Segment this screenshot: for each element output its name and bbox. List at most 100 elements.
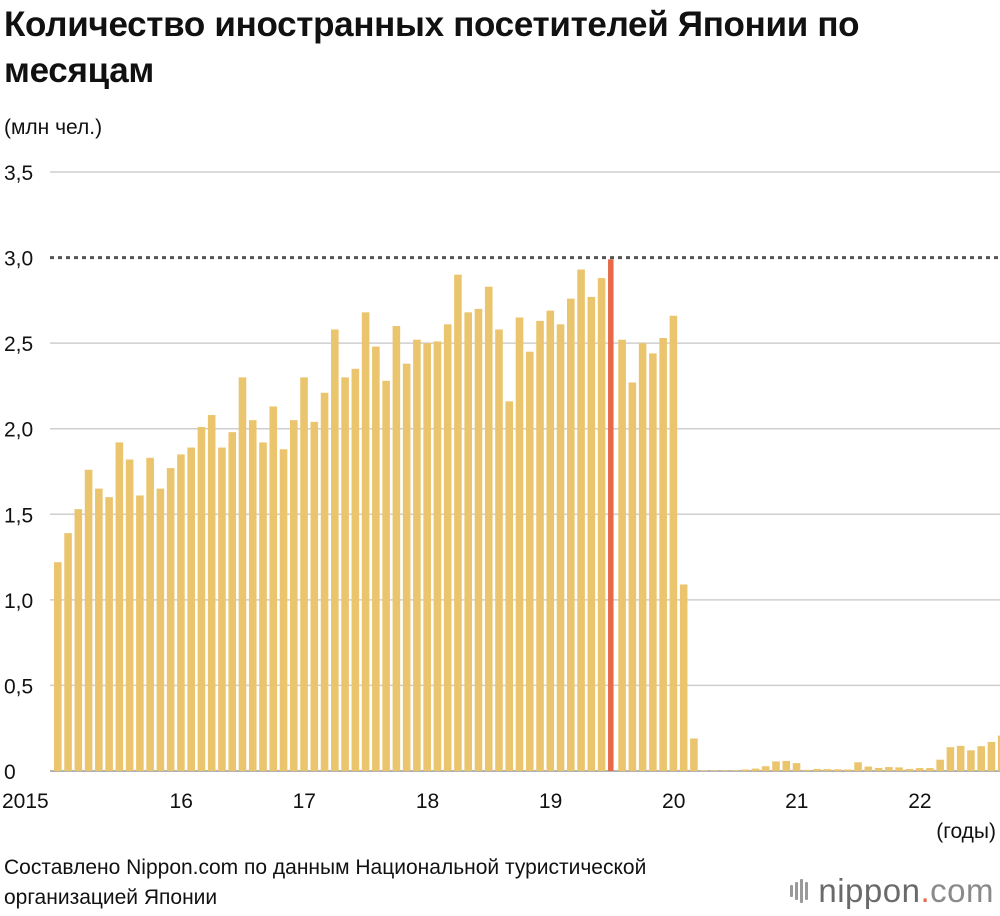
bar	[731, 770, 739, 771]
bar	[792, 763, 801, 771]
bar	[248, 420, 257, 771]
logo-dot: .	[920, 872, 931, 909]
bar	[720, 770, 729, 771]
bar	[218, 447, 226, 771]
bar	[597, 278, 606, 771]
bar	[874, 767, 883, 771]
chart-title: Количество иностранных посетителей Япони…	[4, 5, 860, 90]
bar	[361, 312, 370, 771]
bar	[977, 746, 985, 771]
y-tick-label: 2,5	[4, 333, 33, 356]
bar	[833, 769, 842, 771]
bar	[125, 459, 134, 771]
x-axis-label: (годы)	[936, 820, 996, 843]
bar	[772, 761, 780, 771]
bar	[259, 442, 267, 771]
bar	[423, 343, 431, 771]
bar	[536, 320, 544, 771]
logo-text: nippon	[818, 872, 921, 909]
bar	[228, 432, 237, 771]
y-tick-label: 0	[4, 761, 16, 784]
x-tick-label: 22	[908, 790, 931, 813]
bar	[484, 286, 493, 771]
bar	[659, 338, 667, 771]
bar	[464, 312, 472, 771]
bar	[967, 750, 975, 771]
bar	[587, 296, 596, 771]
bar	[54, 562, 62, 771]
x-tick-label: 21	[785, 790, 808, 813]
y-tick-label: 2,0	[4, 419, 33, 442]
bar-series	[54, 259, 1000, 771]
bar	[443, 324, 452, 771]
bar	[279, 449, 288, 771]
bar	[946, 747, 955, 771]
bar	[567, 298, 575, 771]
bar	[341, 377, 349, 771]
x-tick-labels: 2015161718192021222324	[2, 790, 932, 813]
bar	[454, 274, 462, 771]
bar	[64, 533, 72, 771]
bar	[136, 495, 144, 771]
bar	[187, 447, 195, 771]
bar	[331, 329, 339, 771]
y-tick-label: 3,5	[4, 162, 33, 185]
x-tick-label: 18	[416, 790, 439, 813]
bar	[238, 377, 247, 771]
bar	[300, 377, 308, 771]
bar	[146, 457, 154, 771]
bar	[95, 488, 103, 771]
bar	[710, 770, 719, 771]
bar	[320, 392, 329, 771]
bar	[515, 317, 524, 771]
y-tick-labels: 0 0,5 1,0 1,5 2,0 2,5 3,0 3,5	[4, 162, 33, 784]
y-tick-label: 1,5	[4, 504, 33, 527]
x-tick-label: 20	[662, 790, 685, 813]
bar	[84, 469, 93, 771]
bar	[987, 741, 996, 771]
nippon-logo: nippon. com	[790, 872, 994, 910]
bar	[495, 329, 503, 771]
source-note: Составлено Nippon.com по данным Национал…	[4, 856, 647, 909]
bar	[525, 351, 534, 771]
bar	[372, 346, 380, 771]
bar	[864, 766, 873, 771]
bar	[556, 324, 565, 771]
bar	[679, 584, 688, 771]
bar	[546, 310, 555, 771]
bar	[166, 468, 175, 771]
bar	[813, 768, 821, 771]
bar	[802, 769, 811, 771]
bar	[618, 339, 626, 771]
bar	[74, 509, 83, 771]
bar	[105, 497, 113, 771]
bar	[433, 341, 442, 771]
x-tick-label: 2015	[2, 790, 49, 813]
bar	[854, 762, 862, 771]
bar	[115, 442, 124, 771]
bar	[905, 768, 914, 771]
bar	[669, 315, 678, 771]
bar	[197, 427, 206, 771]
x-tick-label: 19	[539, 790, 562, 813]
bar	[761, 766, 770, 771]
bar	[156, 488, 165, 771]
bar	[207, 415, 216, 771]
y-tick-label: 0,5	[4, 675, 33, 698]
bar	[926, 768, 934, 771]
bar	[402, 363, 411, 771]
bar	[649, 353, 657, 771]
bar	[577, 269, 585, 771]
logo-mark-icon	[790, 879, 810, 903]
y-tick-label: 1,0	[4, 590, 33, 613]
bar	[751, 768, 760, 771]
bar	[823, 769, 832, 771]
bar	[936, 759, 944, 771]
y-axis-unit-label: (млн чел.)	[4, 116, 103, 139]
logo-suffix: com	[930, 872, 994, 909]
bar	[628, 382, 637, 771]
bar	[382, 380, 390, 771]
bar	[413, 339, 421, 771]
bar	[844, 769, 852, 771]
